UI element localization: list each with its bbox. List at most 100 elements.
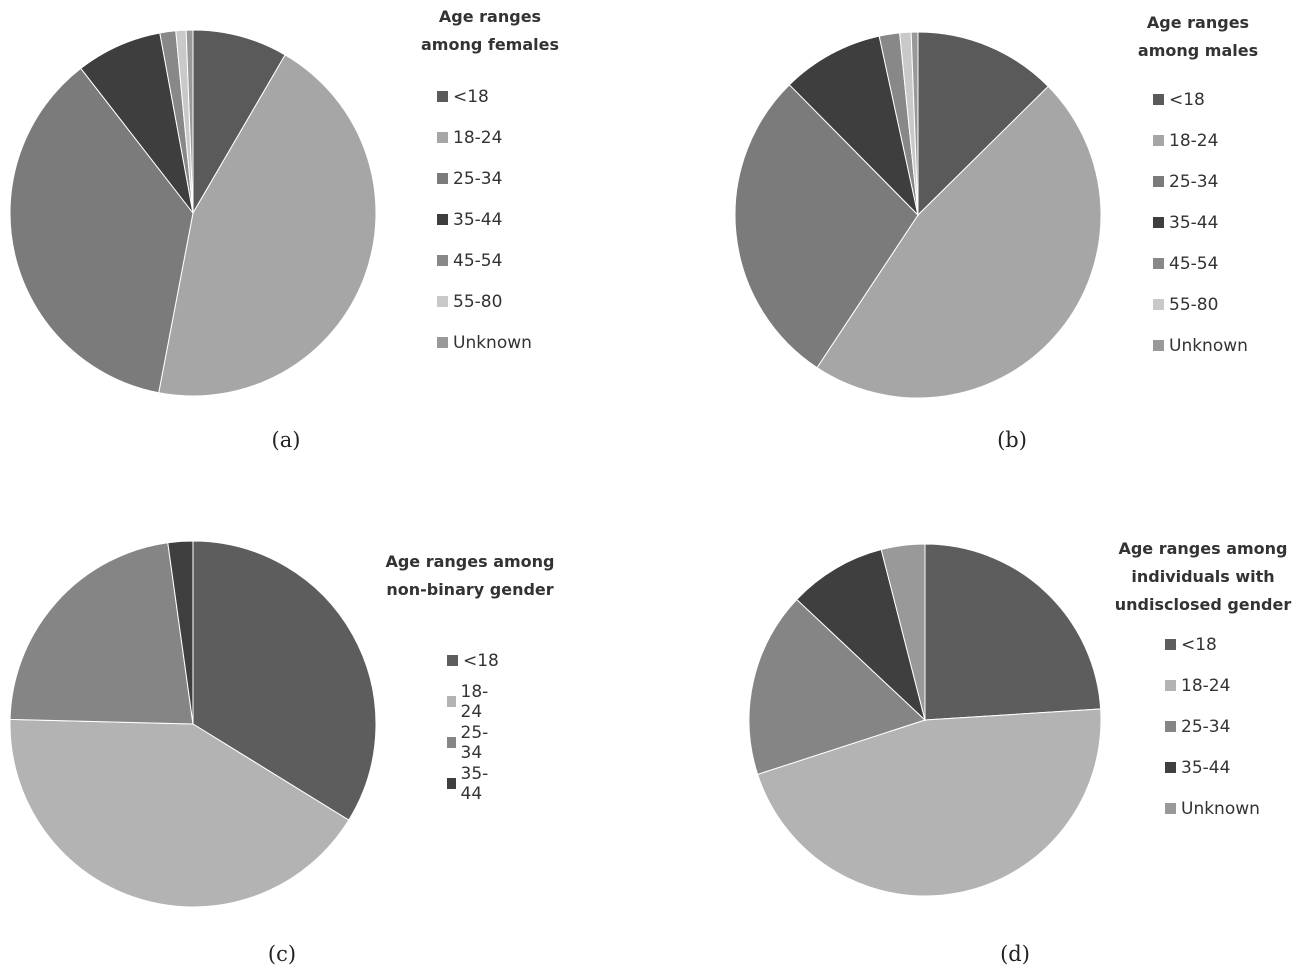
- legend-swatch: [437, 337, 448, 348]
- legend-label: 35-44: [460, 763, 489, 804]
- legend-label: <18: [463, 650, 499, 671]
- legend-swatch: [437, 173, 448, 184]
- caption-a: (a): [271, 428, 301, 452]
- legend-item-unknown: Unknown: [437, 322, 532, 363]
- legend-label: 18-24: [1169, 130, 1219, 151]
- pie-slice-under-18: [917, 31, 1049, 217]
- legend-item-18-24: 18-24: [1153, 120, 1248, 161]
- legend-item-35-44: 35-44: [447, 763, 499, 804]
- pie-slice-18-24: [9, 718, 350, 908]
- legend-item-35-44: 35-44: [1153, 202, 1248, 243]
- pie-chart-c: [9, 540, 377, 908]
- legend-swatch: [447, 778, 456, 789]
- pie-slice-under-18: [924, 543, 1102, 721]
- legend-item-25-34: 25-34: [447, 722, 499, 763]
- legend-item-35-44: 35-44: [1165, 747, 1260, 788]
- pie-slice-25-34: [9, 542, 194, 725]
- pie-chart-a: [9, 29, 377, 397]
- legend-label: 55-80: [1169, 294, 1219, 315]
- legend-swatch: [1153, 258, 1164, 269]
- legend-swatch: [437, 255, 448, 266]
- legend-item-55-80: 55-80: [1153, 284, 1248, 325]
- legend-d: <18 18-24 25-34 35-44 Unknown: [1165, 624, 1260, 829]
- legend-item-under-18: <18: [1165, 624, 1260, 665]
- legend-item-unknown: Unknown: [1165, 788, 1260, 829]
- legend-swatch: [1153, 176, 1164, 187]
- legend-title-a: Age ranges among females: [420, 7, 559, 54]
- pie-slice-18-24: [816, 85, 1102, 399]
- pie-chart-d: [748, 543, 1102, 897]
- legend-a: <18 18-24 25-34 35-44 45-54 55-80 Unknown: [437, 76, 532, 363]
- legend-title-c: Age ranges among non-binary gender: [385, 552, 555, 599]
- legend-label: <18: [1169, 89, 1205, 110]
- legend-item-25-34: 25-34: [1153, 161, 1248, 202]
- pie-slice-25-34: [9, 67, 194, 394]
- legend-item-18-24: 18-24: [447, 681, 499, 722]
- legend-swatch: [1165, 680, 1176, 691]
- caption-b: (b): [997, 428, 1027, 452]
- legend-item-18-24: 18-24: [1165, 665, 1260, 706]
- legend-item-under-18: <18: [1153, 79, 1248, 120]
- legend-swatch: [1153, 135, 1164, 146]
- legend-swatch: [1153, 217, 1164, 228]
- legend-label: 45-54: [453, 250, 503, 271]
- pie-slice-18-24: [756, 708, 1102, 897]
- pie-slice-25-34: [734, 84, 919, 369]
- legend-label: 35-44: [1169, 212, 1219, 233]
- pie-slice-18-24: [158, 54, 377, 397]
- legend-swatch: [1153, 340, 1164, 351]
- legend-label: 25-34: [453, 168, 503, 189]
- legend-label: 55-80: [453, 291, 503, 312]
- legend-swatch: [437, 91, 448, 102]
- legend-label: 18-24: [453, 127, 503, 148]
- legend-swatch: [1165, 762, 1176, 773]
- legend-swatch: [437, 132, 448, 143]
- pie-slice-35-44: [795, 548, 926, 722]
- legend-item-25-34: 25-34: [437, 158, 532, 199]
- pie-slice-under-18: [192, 29, 286, 215]
- legend-b: <18 18-24 25-34 35-44 45-54 55-80 Unknown: [1153, 79, 1248, 366]
- legend-swatch: [1153, 94, 1164, 105]
- legend-swatch: [1165, 803, 1176, 814]
- pie-slice-unknown: [185, 29, 194, 214]
- legend-label: 25-34: [460, 722, 489, 763]
- pie-chart-b: [734, 31, 1102, 399]
- legend-title-b: Age ranges among males: [1137, 13, 1259, 60]
- legend-item-under-18: <18: [447, 640, 499, 681]
- caption-d: (d): [1000, 942, 1030, 966]
- legend-item-18-24: 18-24: [437, 117, 532, 158]
- pie-slice-under-18: [192, 540, 377, 821]
- legend-item-unknown: Unknown: [1153, 325, 1248, 366]
- legend-swatch: [437, 214, 448, 225]
- legend-item-25-34: 25-34: [1165, 706, 1260, 747]
- legend-swatch: [1153, 299, 1164, 310]
- legend-title-d: Age ranges among individuals with undisc…: [1114, 539, 1292, 614]
- legend-swatch: [447, 696, 456, 707]
- legend-item-45-54: 45-54: [1153, 243, 1248, 284]
- legend-label: 25-34: [1169, 171, 1219, 192]
- legend-item-under-18: <18: [437, 76, 532, 117]
- legend-item-35-44: 35-44: [437, 199, 532, 240]
- legend-label: <18: [1181, 634, 1217, 655]
- legend-swatch: [447, 655, 458, 666]
- legend-swatch: [447, 737, 456, 748]
- legend-item-55-80: 55-80: [437, 281, 532, 322]
- legend-c: <18 18-24 25-34 35-44: [447, 640, 499, 804]
- pie-slice-unknown: [880, 543, 926, 721]
- legend-swatch: [1165, 639, 1176, 650]
- pie-slice-35-44: [788, 35, 919, 217]
- legend-label: Unknown: [1181, 798, 1260, 819]
- legend-label: Unknown: [1169, 335, 1248, 356]
- legend-item-45-54: 45-54: [437, 240, 532, 281]
- legend-label: 18-24: [1181, 675, 1231, 696]
- pie-slice-unknown: [910, 31, 919, 216]
- legend-label: 25-34: [1181, 716, 1231, 737]
- legend-label: 35-44: [1181, 757, 1231, 778]
- legend-swatch: [437, 296, 448, 307]
- legend-label: <18: [453, 86, 489, 107]
- pie-slice-25-34: [748, 598, 926, 776]
- legend-label: 45-54: [1169, 253, 1219, 274]
- legend-label: 18-24: [460, 681, 489, 722]
- pie-slice-35-44: [167, 540, 194, 725]
- legend-swatch: [1165, 721, 1176, 732]
